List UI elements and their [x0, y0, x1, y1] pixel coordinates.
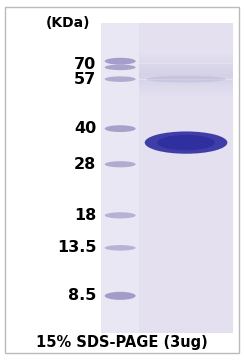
- Text: (KDa): (KDa): [46, 16, 91, 30]
- Ellipse shape: [105, 64, 136, 70]
- Ellipse shape: [105, 245, 136, 251]
- Bar: [139, 71, 233, 73]
- Bar: [139, 82, 233, 84]
- Bar: [139, 84, 233, 86]
- Bar: [139, 77, 233, 80]
- Ellipse shape: [157, 135, 215, 150]
- Ellipse shape: [105, 292, 136, 300]
- Text: 40: 40: [74, 121, 96, 136]
- Ellipse shape: [105, 76, 136, 82]
- Bar: [139, 89, 233, 91]
- Bar: [139, 80, 233, 82]
- Bar: [139, 52, 233, 54]
- Ellipse shape: [105, 58, 136, 64]
- Text: 13.5: 13.5: [57, 240, 96, 255]
- Bar: [139, 59, 233, 61]
- Bar: [139, 54, 233, 57]
- Ellipse shape: [105, 161, 136, 167]
- Ellipse shape: [105, 212, 136, 219]
- Bar: [139, 86, 233, 89]
- Bar: [139, 75, 233, 77]
- Bar: [139, 57, 233, 59]
- Bar: [139, 64, 233, 66]
- Ellipse shape: [105, 125, 136, 132]
- Text: 15% SDS-PAGE (3ug): 15% SDS-PAGE (3ug): [36, 335, 208, 350]
- Text: 28: 28: [74, 157, 96, 172]
- Ellipse shape: [145, 131, 227, 154]
- Bar: [139, 23, 233, 333]
- Bar: [139, 68, 233, 70]
- Bar: [139, 61, 233, 63]
- Bar: [139, 91, 233, 93]
- Bar: [101, 23, 233, 333]
- Bar: [139, 93, 233, 95]
- Text: 18: 18: [74, 208, 96, 223]
- Text: 8.5: 8.5: [68, 288, 96, 303]
- Bar: [139, 66, 233, 68]
- Bar: [139, 95, 233, 98]
- Bar: [139, 73, 233, 75]
- Text: 70: 70: [74, 57, 96, 72]
- Text: 57: 57: [74, 72, 96, 87]
- Bar: [101, 23, 139, 333]
- Ellipse shape: [146, 76, 226, 82]
